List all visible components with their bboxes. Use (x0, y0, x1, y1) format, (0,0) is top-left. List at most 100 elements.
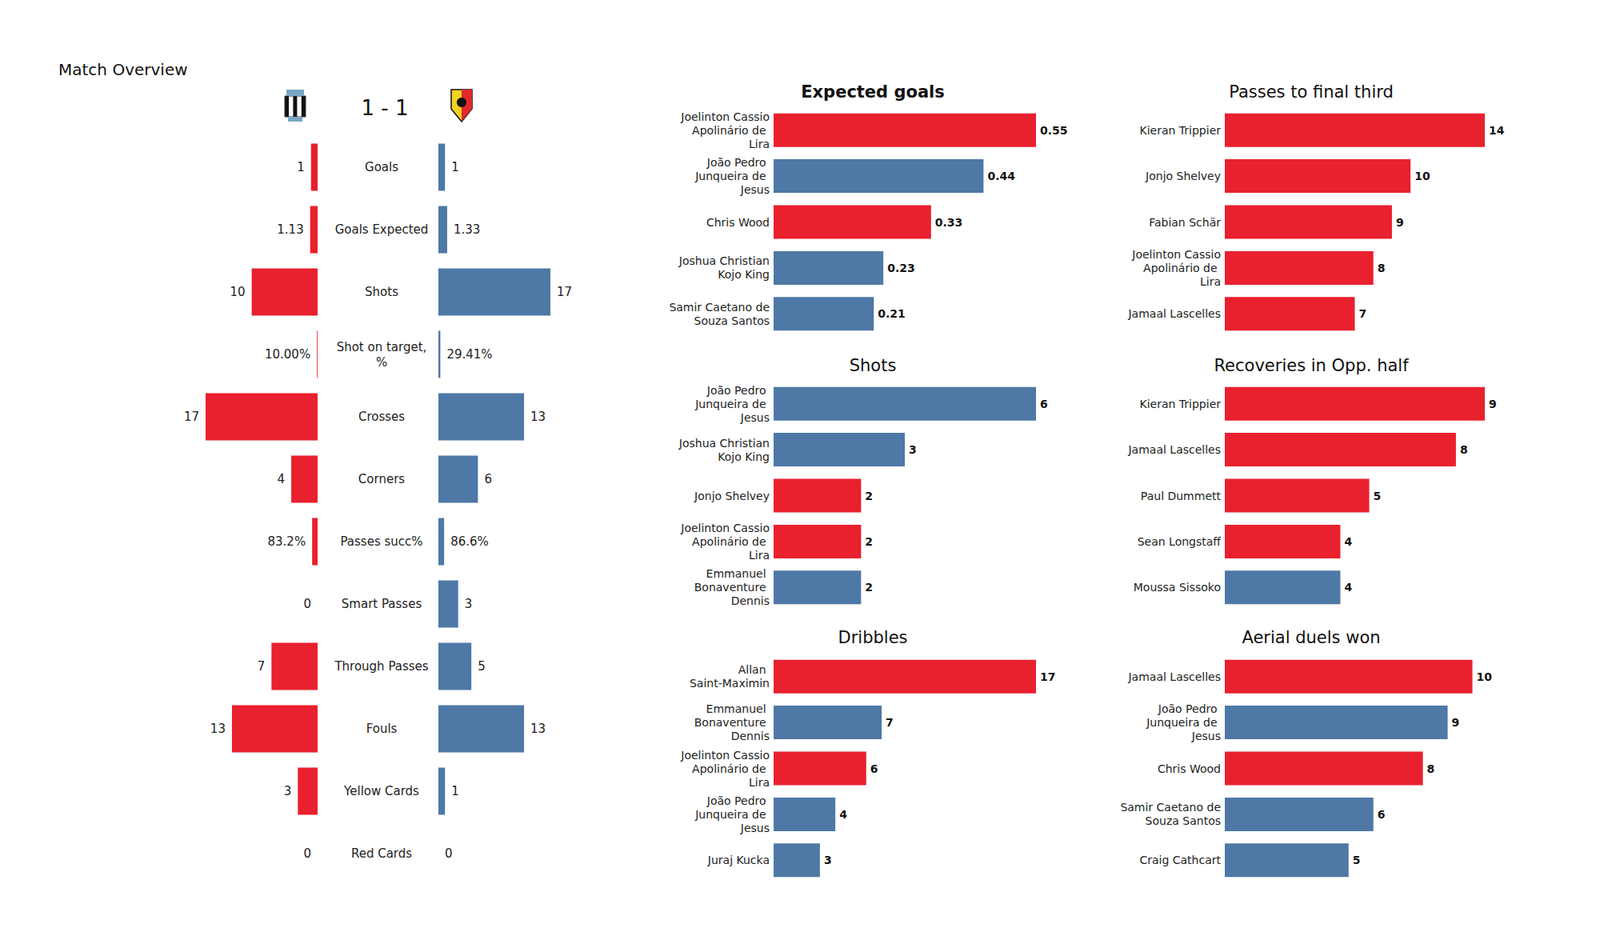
svg-text:Recoveries in Opp. half: Recoveries in Opp. half (1213, 356, 1409, 376)
svg-text:5: 5 (1373, 489, 1382, 503)
svg-text:%: % (376, 355, 388, 370)
svg-text:Junqueira de: Junqueira de (1145, 716, 1221, 729)
svg-text:Chris Wood: Chris Wood (706, 216, 770, 229)
svg-text:9: 9 (1396, 216, 1404, 229)
svg-text:Junqueira de: Junqueira de (694, 397, 770, 411)
svg-text:10: 10 (1476, 670, 1493, 684)
svg-text:Jamaal Lascelles: Jamaal Lascelles (1127, 670, 1221, 684)
svg-text:João Pedro: João Pedro (706, 384, 770, 397)
svg-text:2: 2 (864, 580, 873, 594)
svg-text:Jesus: Jesus (740, 821, 770, 835)
svg-text:Passes to final third: Passes to final third (1228, 82, 1394, 102)
svg-text:Juraj Kucka: Juraj Kucka (707, 853, 770, 867)
svg-text:Apolinário de: Apolinário de (688, 535, 770, 548)
svg-text:Kieran Trippier: Kieran Trippier (1139, 124, 1221, 137)
svg-text:1 - 1: 1 - 1 (361, 96, 409, 120)
svg-text:Lira: Lira (748, 776, 770, 789)
svg-text:Craig Cathcart: Craig Cathcart (1139, 853, 1221, 867)
svg-text:Joelinton Cassio: Joelinton Cassio (1131, 248, 1221, 261)
svg-text:Souza Santos: Souza Santos (1141, 814, 1221, 828)
svg-text:Samir Caetano de: Samir Caetano de (668, 300, 770, 314)
svg-text:Moussa Sissoko: Moussa Sissoko (1133, 580, 1221, 594)
svg-text:13: 13 (530, 409, 546, 424)
svg-text:Jonjo Shelvey: Jonjo Shelvey (1144, 169, 1221, 183)
svg-text:0: 0 (303, 846, 312, 861)
svg-text:Sean Longstaff: Sean Longstaff (1137, 535, 1222, 548)
svg-text:14: 14 (1488, 124, 1505, 137)
svg-text:Dennis: Dennis (731, 729, 770, 743)
svg-text:0: 0 (303, 596, 312, 612)
svg-text:5: 5 (477, 659, 486, 674)
svg-text:Emmanuel: Emmanuel (706, 567, 770, 580)
svg-text:13: 13 (530, 721, 546, 736)
svg-text:Goals: Goals (364, 160, 399, 175)
svg-text:Lira: Lira (1200, 275, 1221, 288)
svg-text:Passes succ%: Passes succ% (340, 534, 423, 549)
svg-text:4: 4 (1344, 535, 1352, 548)
svg-text:9: 9 (1488, 397, 1497, 411)
svg-text:Jesus: Jesus (740, 411, 770, 424)
svg-text:Lira: Lira (748, 137, 770, 151)
svg-text:Allan: Allan (738, 663, 770, 676)
svg-text:3: 3 (824, 853, 832, 867)
svg-text:Bonaventure: Bonaventure (694, 716, 770, 729)
svg-text:Dribbles: Dribbles (838, 628, 908, 648)
svg-text:Kojo King: Kojo King (714, 268, 770, 281)
svg-text:Joshua Christian: Joshua Christian (678, 254, 770, 268)
svg-text:8: 8 (1427, 762, 1436, 776)
svg-text:3: 3 (284, 784, 292, 799)
svg-text:9: 9 (1452, 716, 1460, 729)
svg-text:Crosses: Crosses (358, 409, 405, 424)
svg-text:Corners: Corners (358, 472, 405, 487)
svg-text:83.2%: 83.2% (267, 534, 306, 549)
svg-text:Apolinário de: Apolinário de (688, 124, 770, 137)
svg-text:6: 6 (484, 472, 492, 487)
svg-text:17: 17 (556, 284, 572, 300)
svg-text:17: 17 (184, 409, 200, 424)
svg-text:Jesus: Jesus (740, 183, 770, 196)
svg-text:Apolinário de: Apolinário de (688, 762, 770, 776)
svg-text:86.6%: 86.6% (450, 534, 489, 549)
svg-text:Smart Passes: Smart Passes (341, 596, 423, 612)
svg-text:7: 7 (1359, 307, 1368, 320)
svg-text:João Pedro: João Pedro (1157, 702, 1221, 716)
svg-text:0.55: 0.55 (1040, 124, 1068, 137)
svg-text:7: 7 (257, 659, 266, 674)
svg-text:Jamaal Lascelles: Jamaal Lascelles (1127, 307, 1221, 320)
svg-text:Aerial duels won: Aerial duels won (1241, 628, 1380, 648)
svg-text:17: 17 (1040, 670, 1056, 684)
svg-text:1: 1 (451, 784, 460, 799)
svg-text:Shots: Shots (364, 284, 399, 300)
svg-text:Kojo King: Kojo King (714, 450, 770, 464)
svg-text:Emmanuel: Emmanuel (706, 702, 770, 716)
svg-text:7: 7 (885, 716, 894, 729)
svg-text:3: 3 (908, 443, 917, 456)
svg-text:João Pedro: João Pedro (706, 794, 770, 808)
svg-text:Expected goals: Expected goals (800, 82, 945, 102)
svg-text:Jamaal Lascelles: Jamaal Lascelles (1127, 443, 1221, 456)
svg-text:0.44: 0.44 (987, 169, 1016, 183)
svg-text:Kieran Trippier: Kieran Trippier (1139, 397, 1221, 411)
svg-text:4: 4 (1344, 580, 1352, 594)
svg-text:10: 10 (1414, 169, 1431, 183)
svg-text:2: 2 (864, 535, 873, 548)
svg-text:8: 8 (1377, 261, 1386, 275)
svg-text:10.00%: 10.00% (264, 347, 311, 362)
svg-text:Joelinton Cassio: Joelinton Cassio (680, 748, 770, 762)
svg-text:0.21: 0.21 (877, 307, 906, 320)
svg-text:Apolinário de: Apolinário de (1140, 261, 1221, 275)
svg-text:5: 5 (1352, 853, 1361, 867)
svg-text:Jesus: Jesus (1191, 729, 1221, 743)
svg-text:Souza Santos: Souza Santos (690, 314, 770, 328)
svg-text:Paul Dummett: Paul Dummett (1140, 489, 1222, 503)
svg-text:6: 6 (1040, 397, 1048, 411)
svg-text:Match Overview: Match Overview (58, 60, 188, 80)
svg-text:Shot on target,: Shot on target, (336, 340, 428, 355)
svg-text:29.41%: 29.41% (446, 347, 492, 362)
svg-text:João Pedro: João Pedro (706, 156, 770, 169)
svg-text:Samir Caetano de: Samir Caetano de (1120, 800, 1221, 814)
svg-text:6: 6 (870, 762, 879, 776)
svg-text:Lira: Lira (748, 548, 770, 562)
svg-text:Bonaventure: Bonaventure (694, 580, 770, 594)
svg-text:Junqueira de: Junqueira de (694, 169, 770, 183)
